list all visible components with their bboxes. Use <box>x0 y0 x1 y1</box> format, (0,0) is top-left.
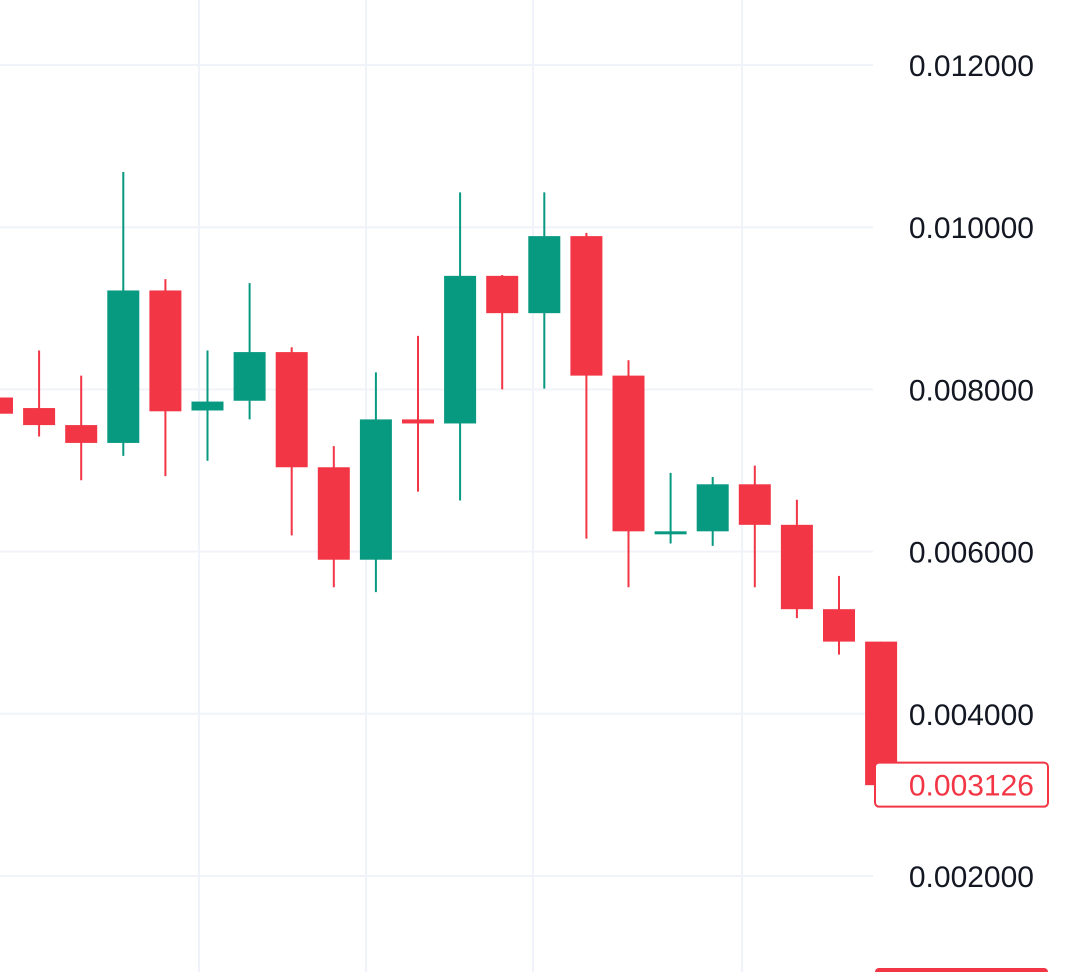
candle-down[interactable] <box>570 232 603 539</box>
candle-body <box>612 375 645 532</box>
candle-up[interactable] <box>233 283 266 420</box>
candle-down[interactable] <box>402 335 434 492</box>
candle-down[interactable] <box>0 397 13 414</box>
candle-body <box>654 531 687 535</box>
last-price-box <box>874 761 1049 808</box>
candle-down[interactable] <box>865 641 898 801</box>
candle-body <box>107 290 140 443</box>
candle-body <box>738 484 771 525</box>
candle-body <box>359 419 392 560</box>
candle-body <box>528 236 561 314</box>
offscreen-price-marker <box>875 968 1048 977</box>
last-price-label: 0.003126 <box>909 770 1034 803</box>
candle-body <box>823 609 855 642</box>
candle-up[interactable] <box>528 192 561 389</box>
candle-body <box>696 484 729 532</box>
candle-body <box>275 352 308 468</box>
candle-down[interactable] <box>486 275 519 390</box>
candle-down[interactable] <box>149 279 182 477</box>
candle-body <box>402 419 434 424</box>
y-tick-label: 0.010000 <box>909 212 1034 245</box>
y-tick-label: 0.006000 <box>909 537 1034 570</box>
candle-down[interactable] <box>738 465 771 588</box>
candle-down[interactable] <box>317 446 350 588</box>
candle-down[interactable] <box>23 350 56 437</box>
candle-up[interactable] <box>359 372 392 593</box>
candle-down[interactable] <box>612 360 645 588</box>
candle-layer <box>0 172 898 801</box>
candle-body <box>865 641 898 786</box>
price-axis[interactable]: 0.012000 0.010000 0.008000 0.006000 0.004000… <box>909 50 1034 894</box>
candle-up[interactable] <box>191 350 224 461</box>
y-tick-label: 0.002000 <box>909 861 1034 894</box>
candle-down[interactable] <box>823 575 855 655</box>
candle-body <box>444 275 477 424</box>
candle-body <box>233 352 266 401</box>
y-tick-label: 0.012000 <box>909 50 1034 83</box>
candle-down[interactable] <box>65 375 98 481</box>
candle-body <box>486 275 519 314</box>
y-tick-label: 0.004000 <box>909 699 1034 732</box>
candle-up[interactable] <box>696 476 729 546</box>
candle-body <box>570 236 603 376</box>
candle-down[interactable] <box>780 499 813 619</box>
candle-up[interactable] <box>444 192 477 501</box>
candle-up[interactable] <box>654 472 687 544</box>
candle-body <box>149 290 182 412</box>
candle-body <box>0 397 13 414</box>
candle-body <box>23 408 56 426</box>
y-tick-label: 0.008000 <box>909 374 1034 407</box>
candle-body <box>65 425 98 443</box>
candle-body <box>191 401 224 411</box>
grid-layer <box>0 0 873 972</box>
candle-body <box>780 524 813 610</box>
candle-body <box>317 467 350 560</box>
candle-up[interactable] <box>107 172 140 456</box>
candle-down[interactable] <box>275 347 308 536</box>
